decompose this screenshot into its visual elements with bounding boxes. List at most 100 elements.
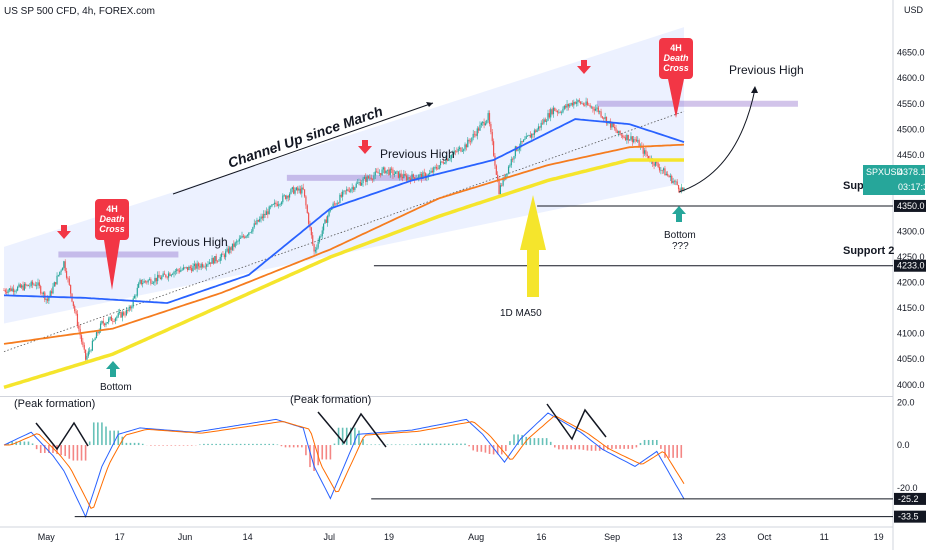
candle xyxy=(615,124,617,134)
candle xyxy=(457,146,459,155)
candle xyxy=(611,122,613,131)
candle xyxy=(363,175,365,179)
candle xyxy=(159,275,161,280)
candle xyxy=(488,110,491,127)
candle xyxy=(584,102,586,107)
candle xyxy=(283,194,285,197)
candle xyxy=(76,310,79,329)
candle xyxy=(40,284,42,295)
candle xyxy=(463,148,465,154)
candle xyxy=(468,138,470,144)
candle xyxy=(520,138,522,152)
osc-histogram-bar xyxy=(227,443,230,446)
candle xyxy=(114,317,117,325)
candle xyxy=(197,261,200,270)
candle xyxy=(93,339,95,342)
osc-histogram-bar xyxy=(182,445,185,446)
candle xyxy=(31,279,34,289)
osc-histogram-bar xyxy=(435,443,438,446)
candle xyxy=(679,187,681,194)
candle xyxy=(373,172,375,182)
candle xyxy=(442,158,444,165)
candle xyxy=(575,98,578,107)
osc-tick-label: 0.0 xyxy=(897,440,910,450)
candle xyxy=(246,234,249,238)
bottom-sub-label: ??? xyxy=(672,241,689,252)
candle xyxy=(191,264,193,273)
candle xyxy=(144,280,147,284)
death-cross-badge-1: 4H Death Cross xyxy=(95,199,129,290)
current-countdown: 03:17:30 xyxy=(898,182,932,192)
candle xyxy=(589,103,591,109)
candle xyxy=(423,168,425,177)
osc-histogram-bar xyxy=(341,427,344,446)
price-tick-label: 4500.0 xyxy=(897,124,925,134)
ma-blue-line xyxy=(4,118,685,304)
osc-histogram-bar xyxy=(635,445,638,448)
candle xyxy=(174,269,176,276)
osc-histogram-bar xyxy=(97,422,99,446)
osc-histogram-bar xyxy=(464,443,466,446)
svg-text:4H: 4H xyxy=(106,204,118,214)
time-tick-label: Sep xyxy=(604,532,620,542)
candle xyxy=(70,284,72,298)
candle xyxy=(430,167,432,174)
osc-histogram-bar xyxy=(492,445,495,455)
candle xyxy=(211,255,213,264)
candle xyxy=(404,170,406,177)
candle xyxy=(125,307,127,317)
osc-histogram-bar xyxy=(345,427,348,446)
teal-arrow-2 xyxy=(672,206,686,222)
candle xyxy=(321,226,323,240)
bottom-label-2: Bottom xyxy=(664,230,696,241)
candle xyxy=(578,98,580,104)
candle xyxy=(201,262,204,269)
osc-histogram-bar xyxy=(23,441,26,446)
osc-histogram-bar xyxy=(590,445,593,451)
candle xyxy=(340,191,342,198)
osc-histogram-bar xyxy=(452,443,454,446)
price-tick-label: 4200.0 xyxy=(897,278,925,288)
candle xyxy=(580,101,582,105)
candle xyxy=(101,320,103,325)
candle xyxy=(478,126,480,134)
osc-histogram-bar xyxy=(607,445,609,450)
candle xyxy=(240,235,242,239)
candle xyxy=(476,126,478,140)
candle xyxy=(362,176,364,187)
peak-zigzag-2 xyxy=(317,411,387,448)
candle xyxy=(445,154,447,165)
osc-histogram-bar xyxy=(186,445,189,446)
candle xyxy=(180,266,182,273)
candle xyxy=(563,105,565,111)
candle xyxy=(22,281,24,291)
candle xyxy=(298,185,300,194)
osc-histogram-bar xyxy=(488,445,491,454)
candle xyxy=(479,121,481,131)
candle xyxy=(435,163,438,171)
candle xyxy=(418,174,420,182)
osc-histogram-bar xyxy=(72,445,75,461)
osc-histogram-bar xyxy=(276,444,279,446)
price-tick-label: 4650.0 xyxy=(897,48,925,58)
candle xyxy=(490,121,492,135)
osc-histogram-bar xyxy=(203,443,205,446)
candle xyxy=(265,207,268,216)
candle xyxy=(206,263,208,271)
candle xyxy=(450,154,453,163)
candle xyxy=(45,298,47,304)
candle xyxy=(393,170,395,178)
osc-histogram-bar xyxy=(472,445,474,451)
candle xyxy=(654,161,657,167)
candle xyxy=(320,234,322,239)
osc-histogram-bar xyxy=(260,443,262,446)
candle xyxy=(429,169,431,175)
candle xyxy=(327,214,329,227)
osc-histogram-bar xyxy=(676,445,678,458)
candle xyxy=(637,136,639,144)
ma50-label: 1D MA50 xyxy=(500,308,542,319)
osc-histogram-bar xyxy=(31,443,34,446)
candle xyxy=(513,155,515,163)
candle xyxy=(397,171,399,179)
